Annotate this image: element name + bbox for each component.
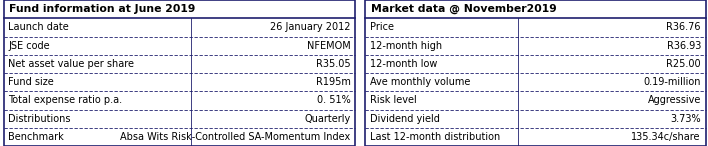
- Text: Benchmark: Benchmark: [8, 132, 64, 142]
- Text: R195m: R195m: [316, 77, 350, 87]
- Text: Dividend yield: Dividend yield: [370, 114, 440, 124]
- Bar: [365, 0, 706, 146]
- Text: R25.00: R25.00: [666, 59, 701, 69]
- Text: R36.76: R36.76: [666, 22, 701, 32]
- Text: 0.19-million: 0.19-million: [644, 77, 701, 87]
- Text: Net asset value per share: Net asset value per share: [8, 59, 135, 69]
- Text: Last 12-month distribution: Last 12-month distribution: [370, 132, 501, 142]
- Text: 12-month high: 12-month high: [370, 41, 442, 51]
- Text: Total expense ratio p.a.: Total expense ratio p.a.: [8, 95, 122, 105]
- Text: Quarterly: Quarterly: [304, 114, 350, 124]
- Text: R36.93: R36.93: [666, 41, 701, 51]
- Text: Risk level: Risk level: [370, 95, 417, 105]
- Text: 26 January 2012: 26 January 2012: [270, 22, 350, 32]
- Text: Distributions: Distributions: [8, 114, 71, 124]
- Bar: [4, 0, 355, 146]
- Text: Absa Wits Risk-Controlled SA-Momentum Index: Absa Wits Risk-Controlled SA-Momentum In…: [120, 132, 350, 142]
- Text: Market data @ November2019: Market data @ November2019: [371, 4, 556, 14]
- Text: Aggressive: Aggressive: [648, 95, 701, 105]
- Text: JSE code: JSE code: [8, 41, 50, 51]
- Text: NFEMOM: NFEMOM: [307, 41, 350, 51]
- Bar: [365, 0, 706, 146]
- Text: R35.05: R35.05: [316, 59, 350, 69]
- Text: Fund size: Fund size: [8, 77, 55, 87]
- Text: Fund information at June 2019: Fund information at June 2019: [9, 4, 195, 14]
- Text: 12-month low: 12-month low: [370, 59, 438, 69]
- Text: 135.34c/share: 135.34c/share: [632, 132, 701, 142]
- Text: 0. 51%: 0. 51%: [316, 95, 350, 105]
- Text: 3.73%: 3.73%: [670, 114, 701, 124]
- Bar: [4, 0, 355, 146]
- Text: Launch date: Launch date: [8, 22, 69, 32]
- Text: Ave monthly volume: Ave monthly volume: [370, 77, 471, 87]
- Text: Price: Price: [370, 22, 394, 32]
